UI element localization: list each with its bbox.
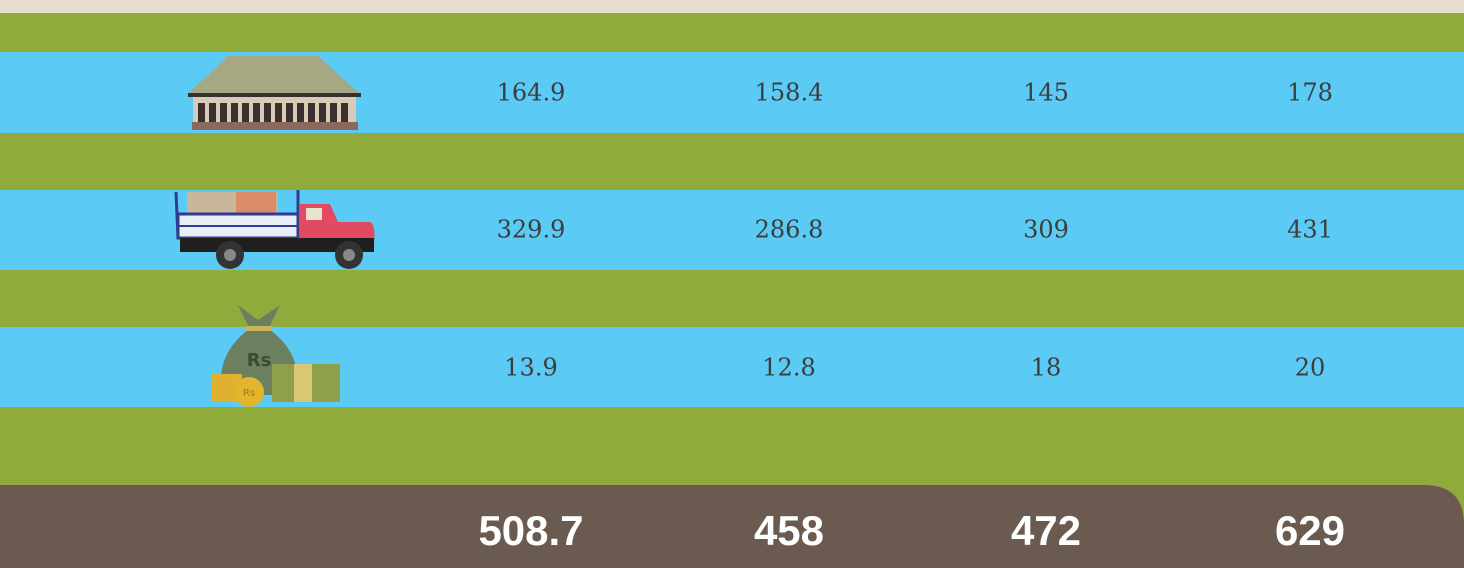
total-value: 508.7 xyxy=(478,507,583,554)
svg-text:Rs: Rs xyxy=(243,388,255,399)
cell-value: 431 xyxy=(1287,216,1333,244)
total-value: 472 xyxy=(1011,507,1081,554)
cell-value: 158.4 xyxy=(755,79,824,107)
top-band xyxy=(0,0,1464,13)
svg-text:Rs: Rs xyxy=(247,350,272,371)
cell-value: 12.8 xyxy=(762,354,815,382)
cell-value: 13.9 xyxy=(504,354,557,382)
cell-value: 329.9 xyxy=(497,216,566,244)
cell-value: 178 xyxy=(1287,79,1333,107)
total-value: 629 xyxy=(1275,507,1345,554)
cell-value: 309 xyxy=(1023,216,1069,244)
truck-icon xyxy=(174,190,375,269)
cell-value: 145 xyxy=(1023,79,1069,107)
total-band xyxy=(0,485,1464,568)
building-icon xyxy=(188,56,361,130)
cell-value: 18 xyxy=(1031,354,1062,382)
cell-value: 164.9 xyxy=(497,79,566,107)
cell-value: 286.8 xyxy=(755,216,824,244)
money-icon: Rs Rs xyxy=(212,305,340,407)
total-value: 458 xyxy=(754,507,824,554)
cell-value: 20 xyxy=(1295,354,1326,382)
